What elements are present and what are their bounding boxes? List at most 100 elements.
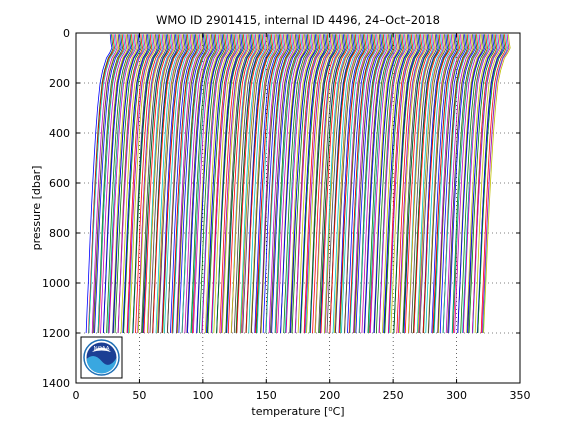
- profile-line: [398, 34, 427, 334]
- profile-line: [274, 34, 301, 334]
- profile-line: [256, 34, 285, 334]
- profile-line: [314, 34, 343, 334]
- profile-line: [88, 34, 117, 334]
- profile-line: [132, 34, 161, 334]
- plot-frame: [75, 32, 521, 384]
- profile-line: [388, 34, 417, 334]
- profile-line: [404, 34, 432, 334]
- profile-line: [85, 34, 113, 334]
- profile-line: [476, 34, 504, 334]
- profile-line: [240, 34, 269, 334]
- profile-line: [466, 34, 492, 334]
- profile-line: [445, 34, 472, 334]
- profile-line: [213, 34, 241, 334]
- profile-line: [448, 34, 476, 334]
- profile-line: [137, 34, 166, 334]
- x-tick-label-2: 100: [192, 389, 213, 402]
- x-tick-label-4: 200: [319, 389, 340, 402]
- x-axis-label-degree: o: [328, 405, 332, 413]
- profile-line: [152, 34, 181, 334]
- profile-line: [242, 34, 270, 334]
- profile-line: [300, 34, 329, 334]
- profile-line: [88, 34, 115, 334]
- profile-line: [146, 34, 175, 334]
- profile-line: [477, 34, 506, 334]
- profile-line: [164, 34, 191, 334]
- profile-line: [355, 34, 383, 334]
- profile-line: [135, 34, 162, 334]
- profile-line: [277, 34, 305, 334]
- profile-line: [297, 34, 325, 334]
- profile-line: [190, 34, 217, 334]
- profile-line: [437, 34, 463, 334]
- profile-line: [103, 34, 131, 334]
- profile-line: [112, 34, 138, 334]
- profile-line: [156, 34, 185, 334]
- x-tick-label-1: 50: [132, 389, 146, 402]
- profile-line: [210, 34, 237, 334]
- profile-line: [205, 34, 234, 334]
- profile-line: [332, 34, 359, 334]
- profile-line: [427, 34, 455, 334]
- profile-line: [141, 34, 170, 334]
- profile-line: [382, 34, 409, 334]
- profile-line: [419, 34, 447, 334]
- profile-line: [141, 34, 167, 334]
- x-tick-label-7: 350: [510, 389, 531, 402]
- profile-line: [117, 34, 146, 334]
- x-tick-label-3: 150: [256, 389, 277, 402]
- profile-line: [106, 34, 133, 334]
- profile-line: [425, 34, 452, 334]
- profile-line: [410, 34, 438, 334]
- x-tick-label-6: 300: [446, 389, 467, 402]
- profile-line: [262, 34, 290, 334]
- profile-line: [265, 34, 294, 334]
- profile-line: [158, 34, 186, 334]
- profile-line: [184, 34, 211, 334]
- x-tick-labels: 0 50 100 150 200 250 300 350: [73, 389, 531, 402]
- profile-line: [120, 34, 147, 334]
- profile-line: [100, 34, 127, 334]
- profile-line: [289, 34, 318, 334]
- profile-line: [176, 34, 202, 334]
- profile-line: [196, 34, 225, 334]
- profile-line: [283, 34, 310, 334]
- profile-line: [181, 34, 210, 334]
- profile-line: [289, 34, 315, 334]
- profile-line: [384, 34, 413, 334]
- profile-line: [210, 34, 239, 334]
- profile-line: [320, 34, 349, 334]
- profile-line: [433, 34, 462, 334]
- profile-line: [107, 34, 135, 334]
- y-tick-label-1: 200: [49, 77, 70, 90]
- profile-line: [369, 34, 398, 334]
- profile-line: [285, 34, 314, 334]
- profile-line: [166, 34, 195, 334]
- profile-line: [471, 34, 500, 334]
- profile-line: [219, 34, 246, 334]
- profile-line: [178, 34, 206, 334]
- profile-line: [245, 34, 274, 334]
- profile-line: [233, 34, 261, 334]
- profile-line: [480, 34, 507, 334]
- profile-lines: [85, 34, 511, 334]
- profile-line: [260, 34, 289, 334]
- profile-line: [303, 34, 330, 334]
- profile-line: [417, 34, 446, 334]
- profile-line: [146, 34, 173, 334]
- profile-line: [291, 34, 319, 334]
- profile-line: [114, 34, 142, 334]
- profile-line: [402, 34, 431, 334]
- profile-line: [363, 34, 391, 334]
- profile-line: [396, 34, 423, 334]
- profile-line: [398, 34, 426, 334]
- profile-line: [373, 34, 399, 334]
- profile-line: [319, 34, 347, 334]
- profile-line: [171, 34, 199, 334]
- profile-line: [227, 34, 255, 334]
- profile-line: [112, 34, 141, 334]
- y-tick-label-7: 1400: [42, 377, 70, 390]
- profile-line: [390, 34, 418, 334]
- profile-line: [225, 34, 254, 334]
